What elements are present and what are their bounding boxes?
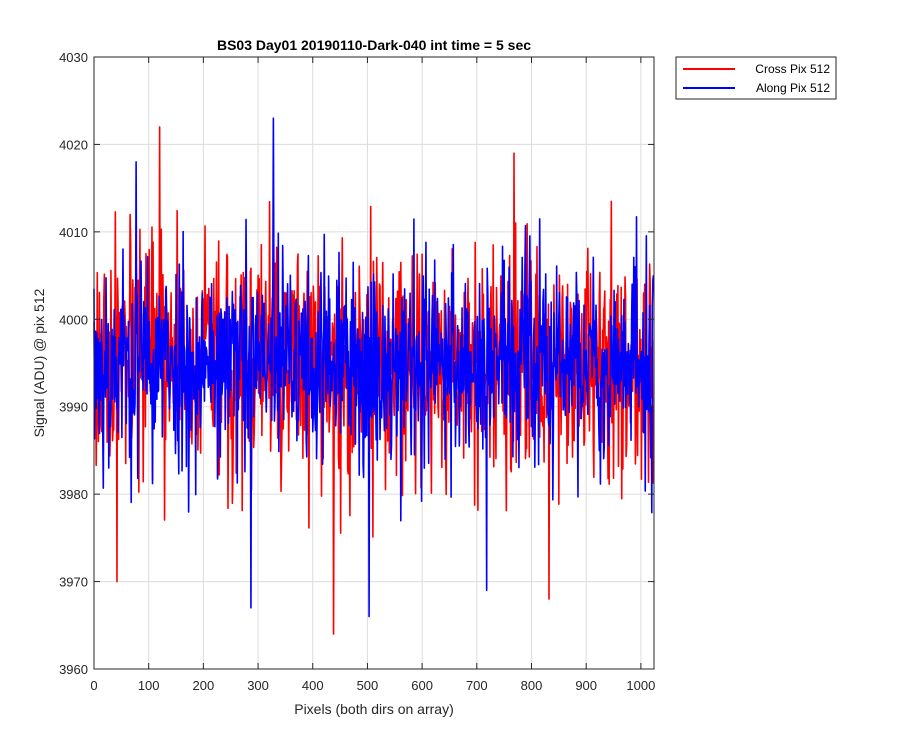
x-tick-label: 1000: [626, 678, 655, 693]
x-tick-label: 300: [247, 678, 269, 693]
legend[interactable]: Cross Pix 512 Along Pix 512: [675, 56, 837, 100]
y-tick-label: 4020: [59, 137, 88, 152]
x-tick-label: 0: [90, 678, 97, 693]
x-tick-label: 500: [357, 678, 379, 693]
x-axis-label: Pixels (both dirs on array): [294, 701, 454, 717]
x-tick-label: 800: [521, 678, 543, 693]
y-tick-label: 4030: [59, 50, 88, 65]
ticks: 0 100 200 300 400 500 600 700 800 900 1000 3960 3970…: [59, 50, 655, 693]
x-tick-label: 400: [302, 678, 324, 693]
y-axis-label: Signal (ADU) @ pix 512: [31, 288, 47, 437]
y-tick-label: 3970: [59, 575, 88, 590]
series-line-along-pix: [93, 117, 655, 618]
series-group: [93, 117, 655, 635]
legend-box: [675, 56, 837, 100]
x-tick-label: 900: [575, 678, 597, 693]
y-tick-label: 4000: [59, 312, 88, 327]
x-tick-label: 200: [193, 678, 215, 693]
x-tick-label: 100: [138, 678, 160, 693]
x-tick-label: 600: [411, 678, 433, 693]
chart-title: BS03 Day01 20190110-Dark-040 int time = …: [217, 37, 531, 53]
plot-frame: [93, 56, 655, 670]
x-tick-label: 700: [466, 678, 488, 693]
y-tick-label: 3990: [59, 400, 88, 415]
y-tick-label: 4010: [59, 225, 88, 240]
y-tick-label: 3980: [59, 487, 88, 502]
legend-label-along: Along Pix 512: [756, 81, 830, 95]
legend-label-cross: Cross Pix 512: [755, 62, 830, 76]
y-tick-label: 3960: [59, 662, 88, 677]
